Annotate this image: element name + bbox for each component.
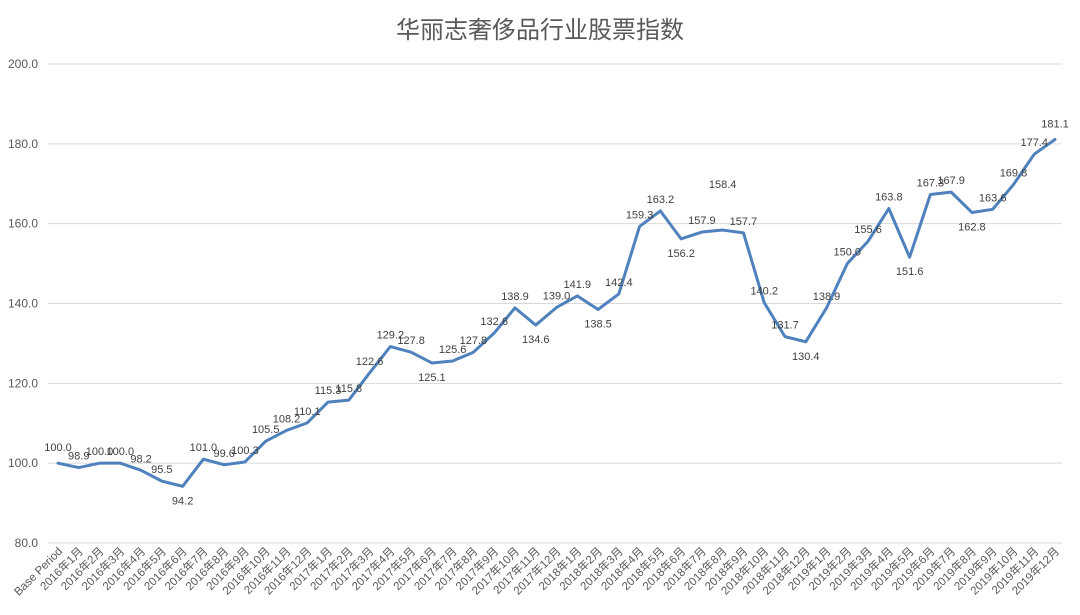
gridlines	[48, 63, 1062, 544]
data-label: 156.2	[667, 248, 695, 260]
data-label: 138.5	[584, 318, 612, 330]
data-label: 139.0	[543, 290, 571, 302]
data-label: 100.0	[86, 446, 114, 458]
y-tick-label: 160.0	[8, 217, 38, 231]
data-label: 115.3	[315, 385, 342, 397]
y-tick-label: 120.0	[8, 376, 38, 390]
data-label: 142.4	[605, 277, 633, 289]
data-label: 100.0	[107, 446, 135, 458]
data-label: 94.2	[172, 495, 193, 507]
data-label: 169.8	[1000, 168, 1028, 180]
y-tick-label: 140.0	[8, 297, 38, 311]
data-label: 130.4	[792, 351, 820, 363]
data-label: 158.4	[709, 179, 737, 191]
data-label: 162.8	[958, 221, 986, 233]
data-label: 99.6	[213, 448, 234, 460]
data-label: 101.0	[190, 442, 218, 454]
data-label: 125.6	[439, 344, 467, 356]
data-label: 100.3	[231, 445, 259, 457]
data-label: 141.9	[564, 279, 592, 291]
y-tick-label: 200.0	[8, 57, 38, 71]
data-label: 159.3	[626, 209, 654, 221]
data-label: 98.9	[68, 451, 89, 463]
data-label: 127.8	[397, 335, 425, 347]
data-labels: 100.098.9100.0100.098.295.594.2101.099.6…	[44, 118, 1069, 507]
data-label: 105.5	[252, 424, 280, 436]
y-tick-label: 180.0	[8, 137, 38, 151]
data-label: 155.6	[854, 224, 882, 236]
data-label: 115.8	[335, 383, 362, 395]
data-label: 100.0	[44, 442, 72, 454]
data-label: 138.9	[813, 291, 841, 303]
data-label: 181.1	[1041, 118, 1069, 130]
data-label: 108.2	[273, 413, 301, 425]
data-label: 140.2	[750, 286, 778, 298]
data-label: 122.6	[356, 356, 384, 368]
data-label: 157.7	[730, 216, 758, 228]
y-axis-ticks: 80.0 100.0 120.0 140.0 160.0 180.0 200.0	[8, 57, 38, 550]
data-label: 163.8	[875, 191, 903, 203]
data-label: 163.2	[647, 194, 675, 206]
data-label: 157.9	[688, 215, 716, 227]
data-label: 138.9	[501, 291, 529, 303]
data-label: 110.1	[294, 406, 321, 418]
data-label: 167.3	[917, 178, 945, 190]
data-label: 163.6	[979, 192, 1007, 204]
series-line	[56, 137, 1057, 488]
data-label: 167.9	[937, 175, 965, 187]
data-label: 132.6	[480, 316, 508, 328]
chart-title: 华丽志奢侈品行业股票指数	[396, 16, 684, 44]
y-tick-label: 100.0	[8, 456, 38, 470]
data-label: 177.4	[1020, 137, 1048, 149]
data-label: 95.5	[151, 464, 172, 476]
data-label: 98.2	[130, 453, 151, 465]
data-label: 125.1	[418, 372, 446, 384]
series-line-layer	[56, 137, 1057, 488]
data-label: 131.7	[771, 320, 799, 332]
data-label: 129.2	[377, 330, 405, 342]
x-axis-ticks: Base Period2016年1月2016年2月2016年3月2016年4月2…	[12, 544, 1062, 598]
y-tick-label: 80.0	[15, 536, 39, 550]
data-label: 150.0	[834, 247, 862, 259]
data-label: 127.8	[460, 335, 488, 347]
data-label: 151.6	[896, 266, 924, 278]
data-label: 134.6	[522, 334, 550, 346]
